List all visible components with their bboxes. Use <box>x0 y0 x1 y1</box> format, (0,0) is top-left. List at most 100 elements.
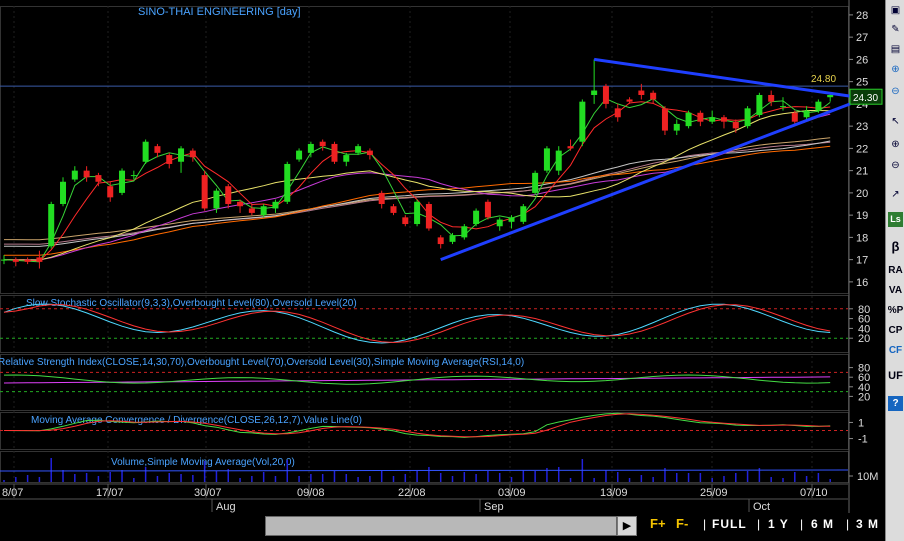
chart-area[interactable]: 16 17 18 19 20 21 22 23 24 25 26 27 28 SINO-THAI ENGI… <box>0 0 885 541</box>
candle-body <box>437 237 444 245</box>
candle-body <box>378 192 385 205</box>
candle-body <box>484 201 491 218</box>
date-tick-label: 30/07 <box>194 487 222 499</box>
sidebar-item-cp[interactable]: CP <box>888 325 903 336</box>
month-tick-label: Oct <box>753 501 770 513</box>
print-icon[interactable]: ▣ <box>890 5 901 16</box>
candle-body <box>130 175 137 177</box>
candle-body <box>331 143 338 162</box>
indicator-tick-label: 80 <box>858 304 870 316</box>
edit-icon[interactable]: ✎ <box>891 24 900 35</box>
right-toolbar: ▣ ✎ ▤ ⊕ ⊖ ↖ ⊕ ⊖ ↗ Ls β RA VA %P CP CF UF… <box>885 0 904 541</box>
sidebar-item-cf[interactable]: CF <box>888 345 903 356</box>
candle-body <box>720 117 727 122</box>
candle-body <box>779 106 786 108</box>
price-tick-label: 25 <box>856 77 868 89</box>
candle-body <box>1 259 7 261</box>
range-3m-button[interactable]: 3 M <box>856 517 880 531</box>
candle-body <box>60 181 67 205</box>
candle-body <box>520 206 527 222</box>
resistance-label: 24.80 <box>811 74 836 85</box>
volume-ma-line <box>0 469 849 472</box>
sidebar-item-ra[interactable]: RA <box>888 265 903 276</box>
month-tick-label: Aug <box>216 501 236 513</box>
range-separator: | <box>757 517 761 531</box>
date-tick-label: 03/09 <box>498 487 526 499</box>
candle-body <box>709 117 716 122</box>
candle-body <box>508 217 515 222</box>
magnify-in-icon[interactable]: ⊕ <box>891 139 900 150</box>
range-1y-button[interactable]: 1 Y <box>768 517 789 531</box>
price-tick-label: 22 <box>856 143 868 155</box>
candle-body <box>555 150 562 171</box>
trend-icon[interactable]: ↗ <box>891 189 900 200</box>
candle-body <box>260 206 267 216</box>
price-tick-label: 16 <box>856 277 868 289</box>
stochastic-k-line <box>3 303 831 344</box>
ls-icon[interactable]: Ls <box>888 212 903 227</box>
date-tick-label: 25/09 <box>700 487 728 499</box>
date-tick-label: 09/08 <box>297 487 325 499</box>
candle-body <box>284 163 291 202</box>
candle-body <box>402 217 409 225</box>
price-tick-label: 27 <box>856 32 868 44</box>
trendline-upper <box>593 57 851 98</box>
candle-body <box>697 112 704 122</box>
candle-body <box>449 235 456 242</box>
zoom-plus-icon[interactable]: ⊕ <box>891 64 900 75</box>
candle-body <box>756 94 763 116</box>
range-separator: | <box>703 517 707 531</box>
time-scrollbar[interactable] <box>265 516 617 536</box>
play-icon[interactable]: ▶ <box>617 516 637 536</box>
candle-body <box>189 150 196 158</box>
volume-label: Volume,Simple Moving Average(Vol,20,0) <box>111 457 295 468</box>
range-6m-button[interactable]: 6 M <box>811 517 835 531</box>
candle-body <box>390 206 397 213</box>
price-tick-label: 17 <box>856 255 868 267</box>
sidebar-item-p[interactable]: %P <box>887 305 904 316</box>
candle-body <box>461 226 468 238</box>
candle-body <box>24 259 31 262</box>
stochastic-d-line <box>3 304 831 344</box>
sidebar-item-uf[interactable]: UF <box>888 370 903 382</box>
candle-body <box>142 141 149 162</box>
range-full-button[interactable]: FULL <box>712 517 747 531</box>
date-tick-label: 07/10 <box>800 487 828 499</box>
sidebar-item-beta[interactable]: β <box>891 239 900 254</box>
date-tick-label: 22/08 <box>398 487 426 499</box>
help-icon[interactable]: ? <box>888 396 903 411</box>
candle-body <box>827 94 834 98</box>
candle-body <box>732 121 739 129</box>
indicator-tick-label: 60 <box>858 314 870 326</box>
candle-body <box>661 108 668 131</box>
indicator-tick-label: 20 <box>858 391 870 403</box>
zoom-minus-icon[interactable]: ⊖ <box>891 86 900 97</box>
cursor-icon[interactable]: ↖ <box>891 116 900 127</box>
candle-body <box>496 219 503 227</box>
candle-body <box>36 257 43 262</box>
candle-body <box>119 170 126 193</box>
zoom-out-button[interactable]: F- <box>676 516 689 531</box>
last-price-box <box>849 88 883 105</box>
candle-body <box>355 146 362 153</box>
ma-line <box>3 110 831 261</box>
candle-body <box>178 148 185 162</box>
candle-body <box>591 90 598 95</box>
candle-body <box>366 150 373 156</box>
rsi-line <box>3 374 831 385</box>
price-tick-label: 21 <box>856 166 868 178</box>
candle-body <box>579 101 586 142</box>
sidebar-item-va[interactable]: VA <box>888 285 903 296</box>
stochastic-label: Slow Stochastic Oscillator(9,3,3),Overbo… <box>26 298 357 309</box>
rsi-label: Relative Strength Index(CLOSE,14,30,70),… <box>0 357 524 368</box>
month-tick-label: Sep <box>484 501 504 513</box>
range-separator: | <box>800 517 804 531</box>
date-tick-label: 13/09 <box>600 487 628 499</box>
layout-icon[interactable]: ▤ <box>890 44 901 55</box>
magnify-out-icon[interactable]: ⊖ <box>891 160 900 171</box>
zoom-in-button[interactable]: F+ <box>650 516 666 531</box>
candle-body <box>673 123 680 131</box>
candle-body <box>107 186 114 198</box>
candle-body <box>815 101 822 111</box>
